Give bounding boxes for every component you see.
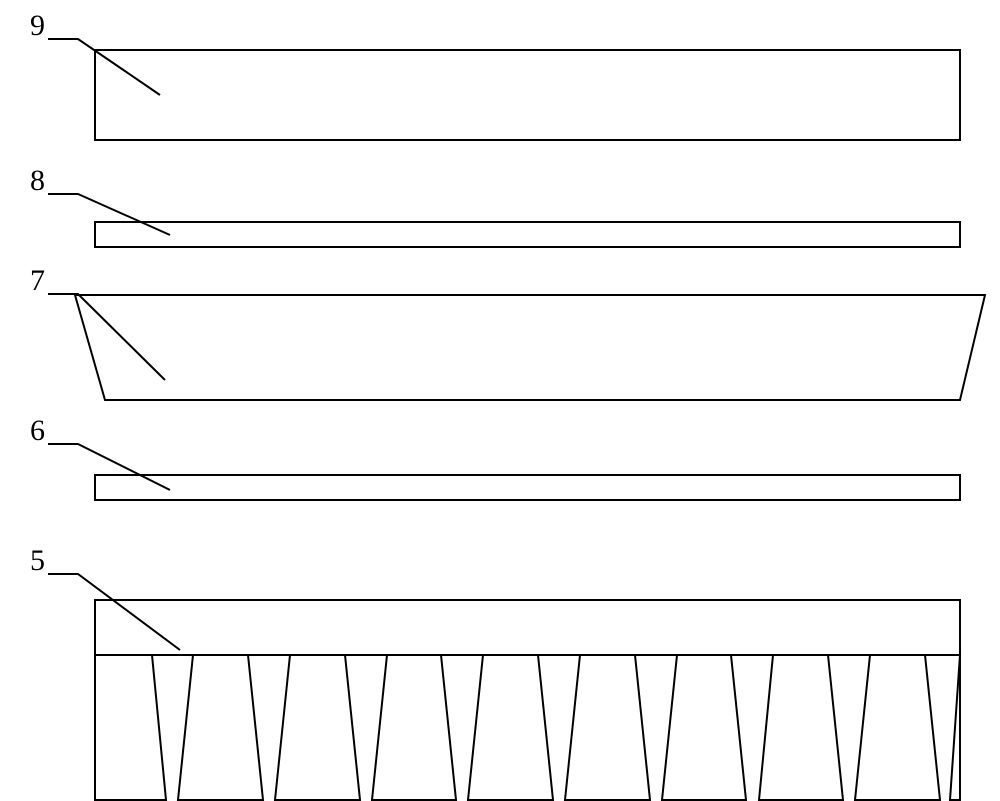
label-5: 5 — [30, 544, 45, 577]
label-5-leader — [48, 574, 180, 650]
layer-5-finned-base — [95, 600, 960, 800]
label-7: 7 — [30, 264, 45, 297]
label-9: 9 — [30, 9, 45, 42]
layer-8-rect — [95, 222, 960, 247]
layer-7-trapezoid — [75, 295, 985, 400]
label-7-leader — [48, 294, 165, 380]
label-8: 8 — [30, 164, 45, 197]
label-6: 6 — [30, 414, 45, 447]
label-8-leader — [48, 194, 170, 235]
label-6-leader — [48, 444, 170, 490]
layer-6-rect — [95, 475, 960, 500]
layer-9-rect — [95, 50, 960, 140]
label-9-leader — [48, 39, 160, 95]
